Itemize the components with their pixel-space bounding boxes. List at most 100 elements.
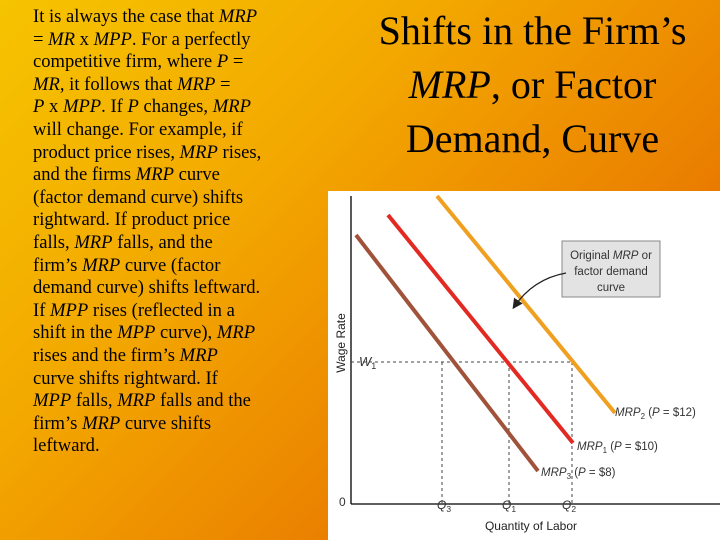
italic-term: MRP <box>74 231 113 253</box>
callout-line-1: Original MRP or <box>570 250 652 262</box>
mrp1-label: MRP1 (P = $10) <box>577 441 658 455</box>
text-run: x <box>44 96 63 118</box>
body-text-line: P x MPP. If P changes, MRP <box>33 96 333 119</box>
text-run: rises, <box>217 141 262 163</box>
body-text-line: firm’s MRP curve (factor <box>33 255 333 278</box>
italic-term: MRP <box>216 322 256 344</box>
mrp1-curve <box>386 213 575 445</box>
text-run: (factor demand curve) shifts <box>33 186 244 208</box>
title-line-1: Shifts in the Firm’s <box>378 8 687 53</box>
text-run: leftward. <box>33 435 100 457</box>
text-run: , it follows that <box>59 73 178 95</box>
italic-term: MRP <box>135 164 174 186</box>
q1-label: Q1 <box>502 498 516 514</box>
italic-term: MRP <box>177 73 216 95</box>
italic-term: MRP <box>82 412 121 434</box>
text-run: rises (reflected in a <box>88 299 235 321</box>
text-run: . For a perfectly <box>131 28 251 50</box>
callout-line-2: factor demand <box>574 266 648 278</box>
text-run: It is always the case that <box>33 6 219 27</box>
body-text-line: = MR x MPP. For a perfectly <box>33 29 333 52</box>
text-run: curve shifts rightward. If <box>33 367 218 389</box>
italic-term: MRP <box>179 141 218 163</box>
body-text-line: If MPP rises (reflected in a <box>33 300 333 323</box>
text-run: falls and the <box>155 390 251 412</box>
y-axis-label: Wage Rate <box>334 313 348 373</box>
mrp-shift-diagram: Original MRP or factor demand curve Wage… <box>328 191 720 540</box>
italic-term: P <box>216 51 229 73</box>
text-run: = <box>228 51 244 73</box>
italic-term: MPP <box>93 28 132 50</box>
italic-term: MRP <box>82 254 121 276</box>
text-run: firm’s <box>33 412 83 434</box>
body-text-line: leftward. <box>33 435 333 458</box>
mrp3-curve <box>354 233 540 473</box>
body-text-line: will change. For example, if <box>33 119 333 142</box>
text-run: x <box>75 28 94 50</box>
body-text-line: firm’s MRP curve shifts <box>33 413 333 436</box>
text-run: curve), <box>155 322 217 344</box>
italic-term: MR <box>33 73 60 95</box>
body-text: It is always the case that MRP = MR x MPP… <box>33 6 333 458</box>
callout-line-3: curve <box>597 282 625 294</box>
italic-term: MPP <box>50 299 89 321</box>
title-line-3: Demand, Curve <box>405 116 660 161</box>
body-text-line: MR, it follows that MRP = <box>33 74 333 97</box>
italic-term: P <box>33 96 45 118</box>
callout-box <box>561 240 661 298</box>
mrp2-curve <box>435 194 617 415</box>
text-run: = <box>215 73 231 95</box>
text-run: changes, <box>138 96 213 118</box>
text-run: competitive firm, where <box>33 51 217 73</box>
q2-label: Q2 <box>562 498 576 514</box>
body-text-line: MPP falls, MRP falls and the <box>33 390 333 413</box>
italic-term: MRP <box>179 344 218 366</box>
text-run: rightward. If product price <box>33 209 231 231</box>
mrp2-label: MRP2 (P = $12) <box>615 407 696 421</box>
italic-term: MR <box>48 28 75 50</box>
diagram-svg: Original MRP or factor demand curve Wage… <box>334 194 720 533</box>
text-run: If <box>33 299 51 321</box>
slide-title: Shifts in the Firm’s MRP, or Factor Dema… <box>345 4 720 166</box>
body-text-line: demand curve) shifts leftward. <box>33 277 333 300</box>
body-text-line: rightward. If product price <box>33 209 333 232</box>
wage-label: W1 <box>359 354 376 371</box>
body-text-line: competitive firm, where P = <box>33 51 333 74</box>
body-text-line: falls, MRP falls, and the <box>33 232 333 255</box>
body-text-line: (factor demand curve) shifts <box>33 187 333 210</box>
body-text-line: product price rises, MRP rises, <box>33 142 333 165</box>
origin-label: 0 <box>339 495 346 509</box>
q3-label: Q3 <box>437 498 451 514</box>
italic-term: MPP <box>117 322 156 344</box>
text-run: falls, <box>33 231 75 253</box>
text-run: will change. For example, if <box>33 118 243 140</box>
italic-term: MPP <box>33 390 72 412</box>
italic-term: MRP <box>117 390 156 412</box>
italic-term: MPP <box>62 96 102 118</box>
text-run: curve <box>173 164 220 186</box>
italic-term: MRP <box>218 6 258 27</box>
text-run: firm’s <box>33 254 83 276</box>
body-text-line: rises and the firm’s MRP <box>33 345 333 368</box>
body-text-line: It is always the case that MRP <box>33 6 333 29</box>
text-run: curve shifts <box>120 412 212 434</box>
text-run: rises and the firm’s <box>33 344 180 366</box>
title-line-2: MRP, or Factor <box>345 58 720 112</box>
title-line-2-rest: , or Factor <box>490 62 657 107</box>
text-run: demand curve) shifts leftward. <box>33 277 261 299</box>
body-text-line: curve shifts rightward. If <box>33 368 333 391</box>
italic-term: P <box>127 96 139 118</box>
italic-term: MRP <box>212 96 251 118</box>
text-run: shift in the <box>33 322 118 344</box>
text-run: falls, <box>71 390 118 412</box>
text-run: curve (factor <box>120 254 221 276</box>
title-mrp: MRP <box>408 62 491 107</box>
text-run: . If <box>101 96 128 118</box>
callout-arrow <box>512 272 567 310</box>
body-text-line: and the firms MRP curve <box>33 164 333 187</box>
text-run: = <box>33 28 49 50</box>
text-run: and the firms <box>33 164 136 186</box>
mrp3-label: MRP3 (P = $8) <box>541 467 616 481</box>
text-run: product price rises, <box>33 141 180 163</box>
